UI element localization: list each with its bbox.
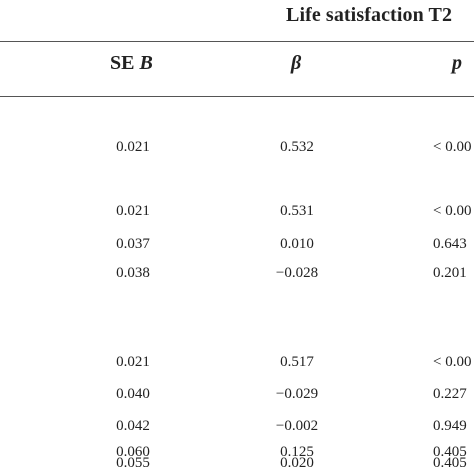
cell-se: 0.021 [116, 139, 150, 155]
column-header-beta: β [291, 52, 302, 74]
cell-beta: 0.517 [280, 354, 314, 370]
column-header-b-text: B [139, 52, 153, 74]
column-header-se-text: SE [110, 52, 140, 74]
cell-se: 0.021 [116, 203, 150, 219]
cell-p: 0.405 [433, 444, 467, 460]
cell-p: < 0.00 [433, 354, 472, 370]
cell-se: 0.038 [116, 265, 150, 281]
column-header-p: p [452, 52, 462, 74]
cell-beta: −0.029 [275, 386, 319, 402]
cell-p: < 0.00 [433, 139, 472, 155]
cell-p: 0.201 [433, 265, 467, 281]
cell-beta: 0.010 [280, 236, 314, 252]
column-header-se-b: SE B [110, 52, 153, 75]
column-header-rule [0, 96, 474, 97]
cell-p: 0.227 [433, 386, 467, 402]
cell-beta: −0.002 [275, 418, 319, 434]
cell-se: 0.055 [116, 455, 150, 471]
cell-beta: −0.028 [275, 265, 319, 281]
cell-se: 0.042 [116, 418, 150, 434]
cell-se: 0.021 [116, 354, 150, 370]
cell-p: < 0.00 [433, 203, 472, 219]
group-header: Life satisfaction T2 [286, 4, 453, 26]
cell-beta: 0.020 [280, 455, 314, 471]
cell-beta: 0.125 [280, 444, 314, 460]
cell-beta: 0.532 [280, 139, 314, 155]
cell-p: 0.949 [433, 418, 467, 434]
header-rule [0, 41, 474, 42]
cell-se: 0.040 [116, 386, 150, 402]
cell-se: 0.037 [116, 236, 150, 252]
cell-p: 0.643 [433, 236, 467, 252]
cell-se: 0.060 [116, 444, 150, 460]
cell-p: 0.405 [433, 455, 467, 471]
cell-beta: 0.531 [280, 203, 314, 219]
